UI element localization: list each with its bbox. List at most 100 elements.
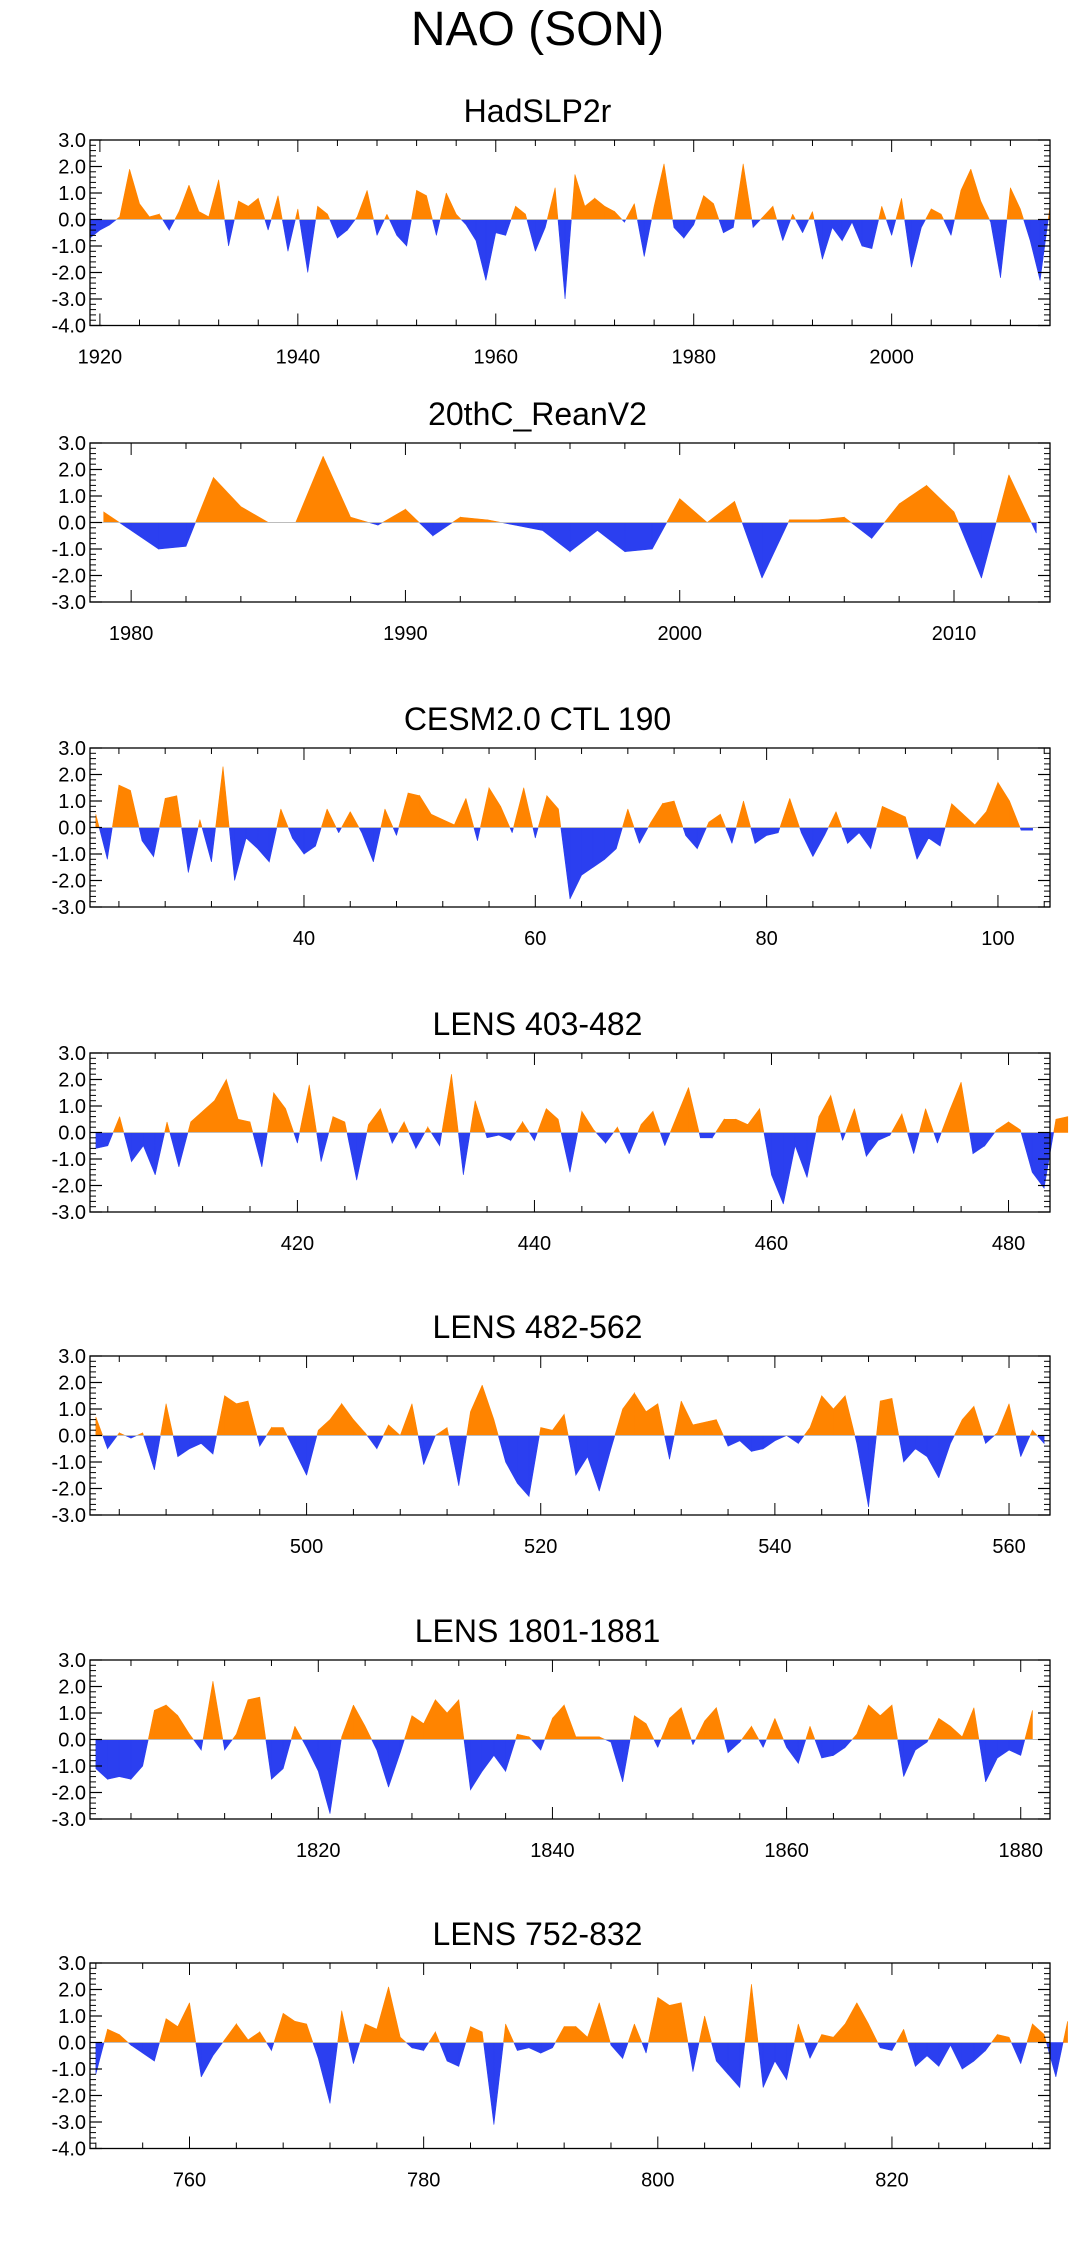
y-tick-label: -4.0 bbox=[52, 316, 86, 338]
y-tick-label: -3.0 bbox=[52, 592, 86, 614]
x-tick-label: 520 bbox=[524, 1536, 557, 1558]
area-series bbox=[103, 456, 1037, 579]
negative-area bbox=[95, 1132, 1055, 1205]
x-tick-label: 500 bbox=[290, 1536, 323, 1558]
y-tick-label: -1.0 bbox=[52, 1756, 86, 1778]
x-tick-label: 800 bbox=[641, 2170, 674, 2192]
y-tick-label: 2.0 bbox=[58, 1070, 86, 1092]
y-tick-label: -1.0 bbox=[52, 844, 86, 866]
chart-panel-5: LENS 482-562 3.0 2.0 1.0 0.0 -1.0 -2.0 -3.0 500 5… bbox=[0, 1308, 1075, 1611]
chart-title: LENS 482-562 bbox=[432, 1309, 643, 1345]
y-tick-label: 2.0 bbox=[58, 1677, 86, 1699]
area-series bbox=[95, 1385, 1045, 1508]
y-tick-label: 3.0 bbox=[58, 1043, 86, 1065]
plot-frame bbox=[89, 139, 1051, 327]
y-tick-label: 1.0 bbox=[58, 1096, 86, 1118]
y-tick-label: 0.0 bbox=[58, 513, 86, 535]
y-tick-label: -1.0 bbox=[52, 1452, 86, 1474]
y-tick-label: -4.0 bbox=[52, 2139, 86, 2161]
negative-area bbox=[98, 827, 1033, 900]
y-tick-label: 3.0 bbox=[58, 738, 86, 760]
chart-title: LENS 403-482 bbox=[432, 1006, 643, 1042]
area-series bbox=[89, 163, 1051, 300]
y-tick-label: 3.0 bbox=[58, 1953, 86, 1975]
y-tick-label: 1.0 bbox=[58, 1399, 86, 1421]
chart-plot: 3.0 2.0 1.0 0.0 -1.0 -2.0 -3.0 1980 1990 2000 2010 bbox=[52, 433, 1051, 645]
y-tick-label: 1.0 bbox=[58, 486, 86, 508]
y-tick-label: -1.0 bbox=[52, 236, 86, 258]
x-tick-label: 1960 bbox=[474, 347, 519, 369]
x-tick-label: 2000 bbox=[869, 347, 914, 369]
y-tick-label: -3.0 bbox=[52, 1202, 86, 1224]
chart-title: LENS 752-832 bbox=[432, 1916, 643, 1952]
x-tick-label: 780 bbox=[407, 2170, 440, 2192]
y-tick-label: -3.0 bbox=[52, 2112, 86, 2134]
negative-area bbox=[102, 1435, 1045, 1508]
negative-area bbox=[89, 219, 1049, 300]
y-tick-label: 0.0 bbox=[58, 2033, 86, 2055]
y-tick-label: 0.0 bbox=[58, 1123, 86, 1145]
chart-panel-4: LENS 403-482 3.0 2.0 1.0 0.0 -1.0 -2.0 -3.0 420 4… bbox=[0, 1005, 1075, 1308]
y-tick-label: 1.0 bbox=[58, 2006, 86, 2028]
positive-area bbox=[103, 456, 1032, 523]
y-tick-label: 0.0 bbox=[58, 818, 86, 840]
y-tick-label: 2.0 bbox=[58, 460, 86, 482]
area-series bbox=[95, 1984, 1068, 2125]
x-tick-label: 1940 bbox=[276, 347, 321, 369]
chart-plot: 3.0 2.0 1.0 0.0 -1.0 -2.0 -3.0 40 60 80 100 bbox=[52, 738, 1051, 950]
y-tick-label: -2.0 bbox=[52, 1479, 86, 1501]
y-tick-label: -1.0 bbox=[52, 1149, 86, 1171]
y-tick-label: 2.0 bbox=[58, 1373, 86, 1395]
y-tick-label: 0.0 bbox=[58, 1426, 86, 1448]
chart-plot: 3.0 2.0 1.0 0.0 -1.0 -2.0 -3.0 -4.0 760 780 800 820 bbox=[52, 1953, 1068, 2192]
x-tick-label: 460 bbox=[755, 1233, 788, 1255]
x-tick-label: 1980 bbox=[109, 623, 154, 645]
negative-area bbox=[95, 1739, 1026, 1814]
x-tick-label: 40 bbox=[293, 928, 315, 950]
chart-panel-2: 20thC_ReanV2 3.0 2.0 1.0 0.0 -1.0 -2.0 -3.0 1980… bbox=[0, 395, 1075, 698]
x-tick-label: 1860 bbox=[764, 1840, 809, 1862]
x-tick-label: 2000 bbox=[657, 623, 702, 645]
x-tick-label: 480 bbox=[992, 1233, 1025, 1255]
page-title: NAO (SON) bbox=[410, 3, 665, 56]
chart-title: LENS 1801-1881 bbox=[414, 1613, 661, 1649]
positive-area bbox=[103, 1984, 1068, 2043]
y-tick-label: 0.0 bbox=[58, 210, 86, 232]
x-tick-label: 820 bbox=[875, 2170, 908, 2192]
positive-area bbox=[95, 766, 1021, 828]
chart-plot: 3.0 2.0 1.0 0.0 -1.0 -2.0 -3.0 -4.0 1920 1940 1960… bbox=[52, 130, 1051, 369]
y-tick-label: -1.0 bbox=[52, 2059, 86, 2081]
x-tick-label: 440 bbox=[518, 1233, 551, 1255]
chart-plot: 3.0 2.0 1.0 0.0 -1.0 -2.0 -3.0 1820 1840 1860 1880 bbox=[52, 1650, 1051, 1862]
y-tick-label: -3.0 bbox=[52, 897, 86, 919]
x-tick-label: 60 bbox=[524, 928, 546, 950]
chart-panel-7: LENS 752-832 3.0 2.0 1.0 0.0 -1.0 -2.0 -3.0 -4.0… bbox=[0, 1915, 1075, 2241]
y-tick-label: 3.0 bbox=[58, 433, 86, 455]
y-tick-label: 1.0 bbox=[58, 1703, 86, 1725]
y-tick-label: -2.0 bbox=[52, 1176, 86, 1198]
y-tick-label: -2.0 bbox=[52, 2086, 86, 2108]
chart-title: HadSLP2r bbox=[463, 93, 612, 129]
positive-area bbox=[147, 1681, 1033, 1740]
y-tick-label: -1.0 bbox=[52, 539, 86, 561]
plot-frame bbox=[89, 1962, 1051, 2150]
x-tick-label: 1820 bbox=[296, 1840, 341, 1862]
area-series bbox=[95, 1681, 1033, 1814]
y-tick-label: -2.0 bbox=[52, 263, 86, 285]
y-tick-label: 2.0 bbox=[58, 1980, 86, 2002]
y-tick-label: 2.0 bbox=[58, 157, 86, 179]
x-tick-label: 540 bbox=[758, 1536, 791, 1558]
area-series bbox=[95, 1074, 1069, 1205]
y-tick-label: 3.0 bbox=[58, 1650, 86, 1672]
x-tick-label: 1880 bbox=[998, 1840, 1043, 1862]
x-tick-label: 1920 bbox=[78, 347, 123, 369]
positive-area bbox=[95, 1385, 1038, 1436]
x-tick-label: 1840 bbox=[530, 1840, 575, 1862]
chart-panel-6: LENS 1801-1881 3.0 2.0 1.0 0.0 -1.0 -2.0 -3.0 18… bbox=[0, 1612, 1075, 1915]
y-tick-label: 3.0 bbox=[58, 130, 86, 152]
positive-area bbox=[115, 163, 1051, 220]
y-tick-label: -2.0 bbox=[52, 871, 86, 893]
y-tick-label: -3.0 bbox=[52, 289, 86, 311]
x-tick-label: 560 bbox=[992, 1536, 1025, 1558]
negative-area bbox=[118, 522, 1037, 579]
